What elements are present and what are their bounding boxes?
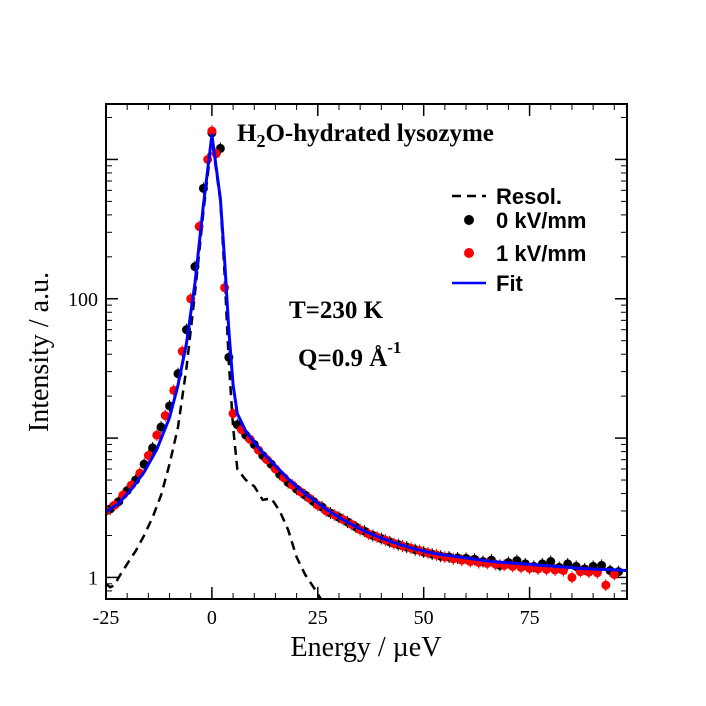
tick-labels: -25 0 25 50 75 1 100 (68, 289, 540, 629)
legend-swatch-1kv (464, 248, 474, 258)
legend: Resol. 0 kV/mm 1 kV/mm Fit (452, 184, 587, 296)
legend-label-0kv: 0 kV/mm (496, 208, 587, 233)
x-tick-label: 25 (308, 607, 328, 629)
data-point (597, 560, 607, 570)
x-axis-label: Energy / µeV (291, 632, 442, 663)
y-tick-label: 1 (88, 567, 98, 589)
x-tick-label: 75 (520, 607, 540, 629)
data-point (567, 572, 577, 582)
chart-title: H2O-hydrated lysozyme (237, 120, 494, 151)
data-point (152, 430, 162, 440)
y-axis-label: Intensity / a.u. (24, 272, 55, 432)
legend-swatch-0kv (464, 215, 474, 225)
legend-label-resolution: Resol. (496, 184, 562, 209)
y-tick-label: 100 (68, 289, 98, 311)
series-layer (106, 125, 627, 599)
data-point (525, 563, 535, 573)
legend-entry-1kv: 1 kV/mm (464, 241, 587, 266)
x-tick-label: 0 (207, 607, 217, 629)
x-tick-label: -25 (93, 607, 120, 629)
x-tick-label: 50 (414, 607, 434, 629)
data-point (546, 557, 556, 567)
data-point (160, 411, 170, 421)
legend-entry-fit: Fit (452, 271, 524, 296)
data-point (609, 569, 619, 579)
q-annotation: Q=0.9 Å-1 (298, 338, 401, 372)
series-fit-line (106, 133, 627, 573)
data-point (228, 409, 238, 419)
temperature-annotation: T=230 K (289, 297, 384, 324)
legend-entry-resolution: Resol. (452, 184, 562, 209)
legend-label-fit: Fit (496, 271, 524, 296)
plot-frame (105, 103, 628, 600)
legend-label-1kv: 1 kV/mm (496, 241, 587, 266)
data-point (601, 580, 611, 590)
legend-entry-0kv: 0 kV/mm (464, 208, 587, 233)
data-point (207, 126, 217, 136)
